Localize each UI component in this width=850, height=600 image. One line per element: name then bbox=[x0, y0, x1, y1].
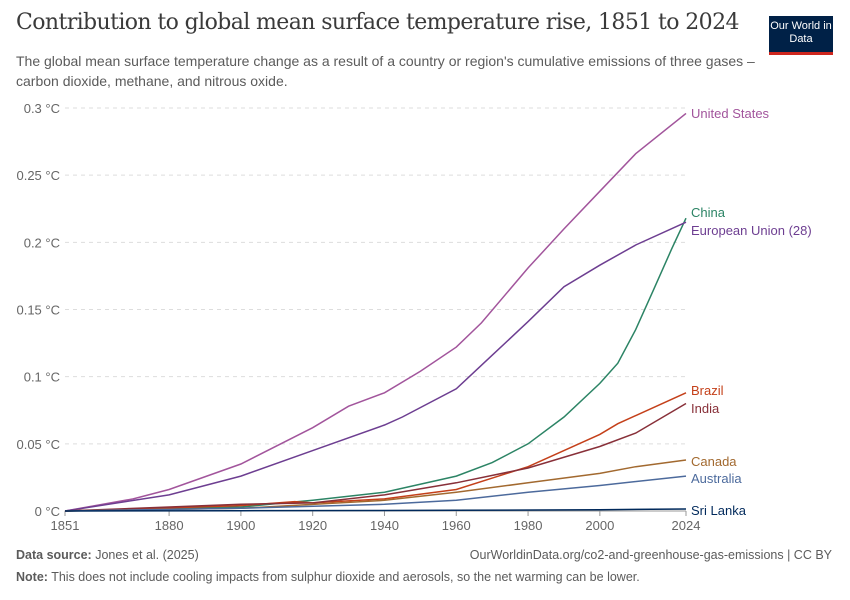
series-line-united-states bbox=[64, 112, 687, 512]
series-line-india bbox=[64, 402, 687, 512]
x-tick-label: 2000 bbox=[585, 518, 614, 533]
note-label: Note: bbox=[16, 570, 48, 584]
series-line-european-union-28- bbox=[64, 221, 687, 512]
x-tick-label: 2024 bbox=[672, 518, 701, 533]
y-tick-label: 0.25 °C bbox=[16, 168, 60, 183]
note-text: This does not include cooling impacts fr… bbox=[51, 570, 640, 584]
data-source: Data source: Jones et al. (2025) bbox=[16, 548, 199, 562]
y-tick-label: 0.2 °C bbox=[24, 235, 60, 250]
series-label: Sri Lanka bbox=[691, 503, 747, 518]
series-line-australia bbox=[64, 475, 687, 512]
source-label: Data source: bbox=[16, 548, 92, 562]
x-tick-label: 1920 bbox=[298, 518, 327, 533]
series-line-china bbox=[64, 217, 687, 512]
chart-subtitle: The global mean surface temperature chan… bbox=[16, 53, 755, 89]
series-label: India bbox=[691, 401, 720, 416]
y-tick-label: 0.1 °C bbox=[24, 370, 60, 385]
note: Note: This does not include cooling impa… bbox=[16, 570, 640, 584]
url-link[interactable]: OurWorldinData.org/co2-and-greenhouse-ga… bbox=[469, 548, 832, 562]
source-link[interactable]: Jones et al. (2025) bbox=[95, 548, 199, 562]
x-tick-label: 1940 bbox=[370, 518, 399, 533]
series-label: China bbox=[691, 205, 726, 220]
x-tick-label: 1851 bbox=[51, 518, 80, 533]
y-tick-label: 0.15 °C bbox=[16, 303, 60, 318]
owid-logo[interactable]: Our World in Data bbox=[769, 16, 833, 55]
y-tick-label: 0 °C bbox=[35, 504, 60, 519]
y-tick-label: 0.3 °C bbox=[24, 101, 60, 116]
x-tick-label: 1980 bbox=[514, 518, 543, 533]
x-tick-label: 1900 bbox=[226, 518, 255, 533]
series-label: Australia bbox=[691, 471, 742, 486]
series-line-sri-lanka bbox=[64, 508, 687, 512]
series-label: United States bbox=[691, 106, 770, 121]
series-label: Canada bbox=[691, 454, 737, 469]
y-tick-label: 0.05 °C bbox=[16, 437, 60, 452]
chart-title: Contribution to global mean surface temp… bbox=[16, 10, 739, 35]
x-tick-label: 1880 bbox=[155, 518, 184, 533]
x-tick-label: 1960 bbox=[442, 518, 471, 533]
series-label: Brazil bbox=[691, 383, 724, 398]
series-label: European Union (28) bbox=[691, 223, 812, 238]
